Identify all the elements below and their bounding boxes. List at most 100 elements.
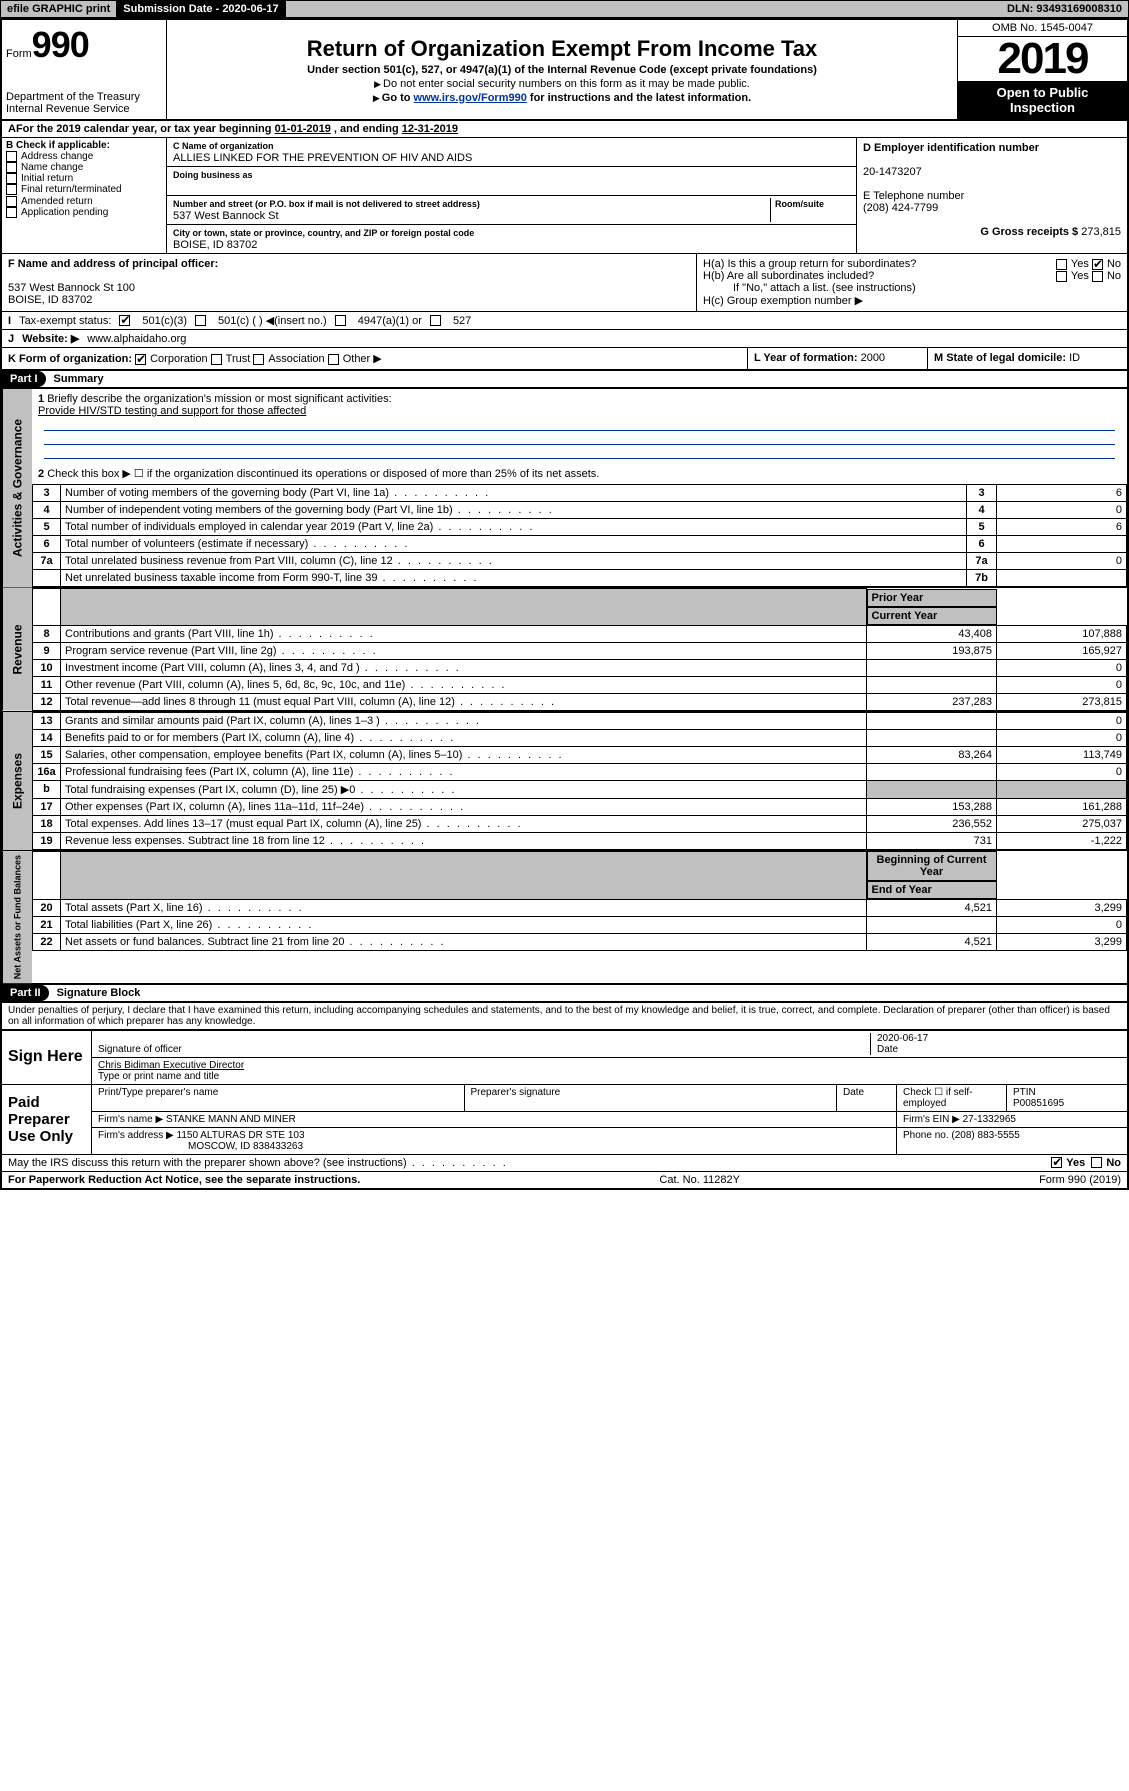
chk-527[interactable] [430, 315, 441, 326]
officer-name-lbl: Type or print name and title [98, 1071, 219, 1082]
city-lbl: City or town, state or province, country… [173, 228, 474, 238]
form-title: Return of Organization Exempt From Incom… [175, 36, 949, 62]
form-prefix: Form [6, 48, 32, 60]
box-m-lbl: M State of legal domicile: [934, 352, 1066, 364]
q1-answer: Provide HIV/STD testing and support for … [38, 405, 306, 417]
chk-assoc[interactable] [253, 354, 264, 365]
q1: Briefly describe the organization's miss… [47, 393, 391, 405]
chk-address-change[interactable] [6, 151, 17, 162]
chk-name-change[interactable] [6, 162, 17, 173]
officer-line1: 537 West Bannock St 100 [8, 282, 135, 294]
prep-sig-hdr: Preparer's signature [465, 1085, 838, 1111]
firm-addr-lbl: Firm's address ▶ [98, 1130, 174, 1141]
org-name: ALLIES LINKED FOR THE PREVENTION OF HIV … [173, 152, 472, 164]
prep-name-hdr: Print/Type preparer's name [92, 1085, 465, 1111]
form-number: 990 [32, 24, 89, 65]
pra-notice: For Paperwork Reduction Act Notice, see … [8, 1174, 360, 1186]
form-header: Form990 Department of the Treasury Inter… [2, 20, 1127, 121]
chk-corp[interactable] [135, 354, 146, 365]
paid-preparer-lbl: Paid Preparer Use Only [2, 1085, 92, 1154]
firm-ein-lbl: Firm's EIN ▶ [903, 1114, 960, 1125]
governance-table: 3Number of voting members of the governi… [32, 484, 1127, 587]
gross-val: 273,815 [1081, 226, 1121, 238]
chk-501c3[interactable] [119, 315, 130, 326]
hb-note: If "No," attach a list. (see instruction… [703, 282, 1121, 294]
box-k-lbl: K Form of organization: [8, 353, 132, 365]
sig-date: 2020-06-17 [877, 1033, 928, 1044]
box-f-lbl: F Name and address of principal officer: [8, 258, 218, 270]
period-row: AFor the 2019 calendar year, or tax year… [2, 121, 1127, 138]
netassets-table: Beginning of Current YearEnd of Year20To… [32, 851, 1127, 952]
phone-val: (208) 424-7799 [863, 202, 938, 214]
city-val: BOISE, ID 83702 [173, 239, 257, 251]
form-subtitle: Under section 501(c), 527, or 4947(a)(1)… [175, 64, 949, 76]
state-domicile: ID [1069, 352, 1080, 364]
firm-name-lbl: Firm's name ▶ [98, 1114, 163, 1125]
chk-amended[interactable] [6, 196, 17, 207]
dln-label: DLN: 93493169008310 [1001, 1, 1128, 17]
chk-initial-return[interactable] [6, 173, 17, 184]
phone-lbl: E Telephone number [863, 190, 964, 202]
chk-final-return[interactable] [6, 184, 17, 195]
discuss-no[interactable] [1091, 1157, 1102, 1168]
sig-date-lbl: Date [877, 1044, 898, 1055]
part2-bar: Part II [2, 985, 49, 1001]
chk-4947[interactable] [335, 315, 346, 326]
period-begin: 01-01-2019 [275, 123, 331, 135]
perjury-text: Under penalties of perjury, I declare th… [2, 1003, 1127, 1029]
box-i-lbl: Tax-exempt status: [19, 315, 111, 327]
open-public-2: Inspection [1010, 100, 1075, 115]
hb-lbl: H(b) Are all subordinates included? [703, 270, 874, 282]
sign-here-lbl: Sign Here [2, 1031, 92, 1084]
firm-name: STANKE MANN AND MINER [166, 1114, 296, 1125]
firm-addr2: MOSCOW, ID 838433263 [98, 1141, 303, 1152]
dept-treasury: Department of the Treasury [6, 91, 162, 103]
part1-bar: Part I [2, 371, 46, 387]
submission-date: Submission Date - 2020-06-17 [117, 1, 285, 17]
vert-governance: Activities & Governance [2, 389, 32, 587]
ha-lbl: H(a) Is this a group return for subordin… [703, 258, 916, 270]
dba-lbl: Doing business as [173, 170, 253, 180]
hc-lbl: H(c) Group exemption number ▶ [703, 294, 1121, 307]
hb-yes[interactable] [1056, 271, 1067, 282]
note-goto-post: for instructions and the latest informat… [527, 92, 751, 104]
firm-addr1: 1150 ALTURAS DR STE 103 [177, 1130, 305, 1141]
discuss-text: May the IRS discuss this return with the… [8, 1157, 508, 1169]
form-footer: Form 990 (2019) [1039, 1174, 1121, 1186]
discuss-yes[interactable] [1051, 1157, 1062, 1168]
part2-title: Signature Block [49, 987, 141, 999]
note-ssn: Do not enter social security numbers on … [383, 78, 750, 90]
box-l-lbl: L Year of formation: [754, 352, 858, 364]
note-goto-pre: Go to [382, 92, 414, 104]
cat-no: Cat. No. 11282Y [659, 1174, 740, 1186]
irs-label: Internal Revenue Service [6, 103, 162, 115]
q2: Check this box ▶ ☐ if the organization d… [47, 468, 599, 480]
chk-501c[interactable] [195, 315, 206, 326]
ha-yes[interactable] [1056, 259, 1067, 270]
open-public-1: Open to Public [997, 85, 1089, 100]
top-bar: efile GRAPHIC print Submission Date - 20… [0, 0, 1129, 18]
street-lbl: Number and street (or P.O. box if mail i… [173, 199, 480, 209]
chk-other[interactable] [328, 354, 339, 365]
firm-phone: (208) 883-5555 [951, 1130, 1019, 1141]
hb-no[interactable] [1092, 271, 1103, 282]
website-val: www.alphaidaho.org [87, 333, 186, 345]
expenses-table: 13Grants and similar amounts paid (Part … [32, 712, 1127, 850]
firm-phone-lbl: Phone no. [903, 1130, 949, 1141]
chk-trust[interactable] [211, 354, 222, 365]
vert-expenses: Expenses [2, 712, 32, 850]
form990-link[interactable]: www.irs.gov/Form990 [414, 92, 527, 104]
ha-no[interactable] [1092, 259, 1103, 270]
officer-name: Chris Bidiman Executive Director [98, 1060, 244, 1071]
prep-date-hdr: Date [837, 1085, 897, 1111]
year-formation: 2000 [861, 352, 885, 364]
street-val: 537 West Bannock St [173, 210, 279, 222]
ein-lbl: D Employer identification number [863, 142, 1039, 154]
officer-line2: BOISE, ID 83702 [8, 294, 92, 306]
ptin-lbl: PTIN [1013, 1087, 1036, 1098]
sig-officer-lbl: Signature of officer [98, 1044, 182, 1055]
vert-revenue: Revenue [2, 588, 32, 711]
gross-lbl: G Gross receipts $ [980, 226, 1078, 238]
efile-label[interactable]: efile GRAPHIC print [1, 1, 117, 17]
chk-app-pending[interactable] [6, 207, 17, 218]
